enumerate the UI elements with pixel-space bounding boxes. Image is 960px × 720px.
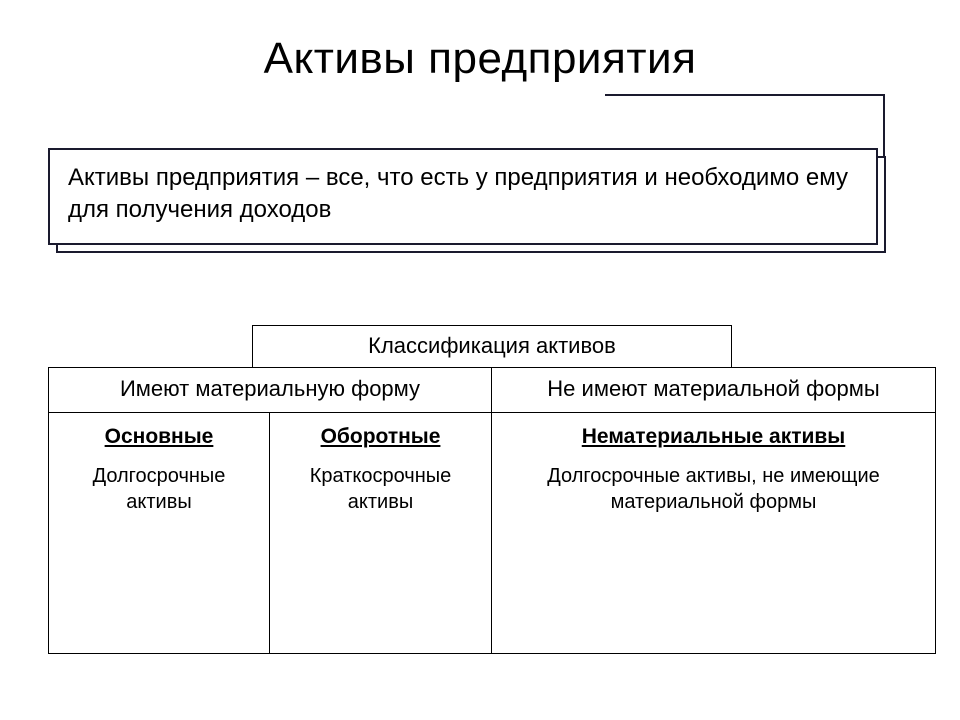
intangible-column: Не имеют материальной формы Нематериальн…: [492, 367, 936, 654]
tangible-header: Имеют материальную форму: [49, 368, 491, 413]
intangible-cell: Нематериальные активы Долгосрочные актив…: [492, 413, 935, 653]
intangible-body: Нематериальные активы Долгосрочные актив…: [492, 413, 935, 653]
classification-header: Классификация активов: [252, 325, 732, 368]
page-title: Активы предприятия: [0, 0, 960, 84]
main-assets-title: Основные: [59, 425, 259, 449]
main-assets-cell: Основные Долгосрочные активы: [49, 413, 270, 653]
main-assets-desc: Долгосрочные активы: [59, 463, 259, 515]
intangible-desc: Долгосрочные активы, не имеющие материал…: [502, 463, 925, 515]
current-assets-desc: Краткосрочные активы: [280, 463, 481, 515]
tangible-body: Основные Долгосрочные активы Оборотные К…: [49, 413, 491, 653]
current-assets-title: Оборотные: [280, 425, 481, 449]
classification-grid: Имеют материальную форму Основные Долгос…: [48, 367, 936, 654]
definition-container: Активы предприятия – все, что есть у пре…: [48, 148, 878, 245]
definition-box: Активы предприятия – все, что есть у пре…: [48, 148, 878, 245]
connector-vertical: [883, 94, 885, 156]
intangible-title: Нематериальные активы: [502, 425, 925, 449]
current-assets-cell: Оборотные Краткосрочные активы: [270, 413, 491, 653]
connector-horizontal: [605, 94, 885, 96]
intangible-header: Не имеют материальной формы: [492, 368, 935, 413]
tangible-column: Имеют материальную форму Основные Долгос…: [48, 367, 492, 654]
classification-container: Классификация активов Имеют материальную…: [48, 324, 936, 654]
